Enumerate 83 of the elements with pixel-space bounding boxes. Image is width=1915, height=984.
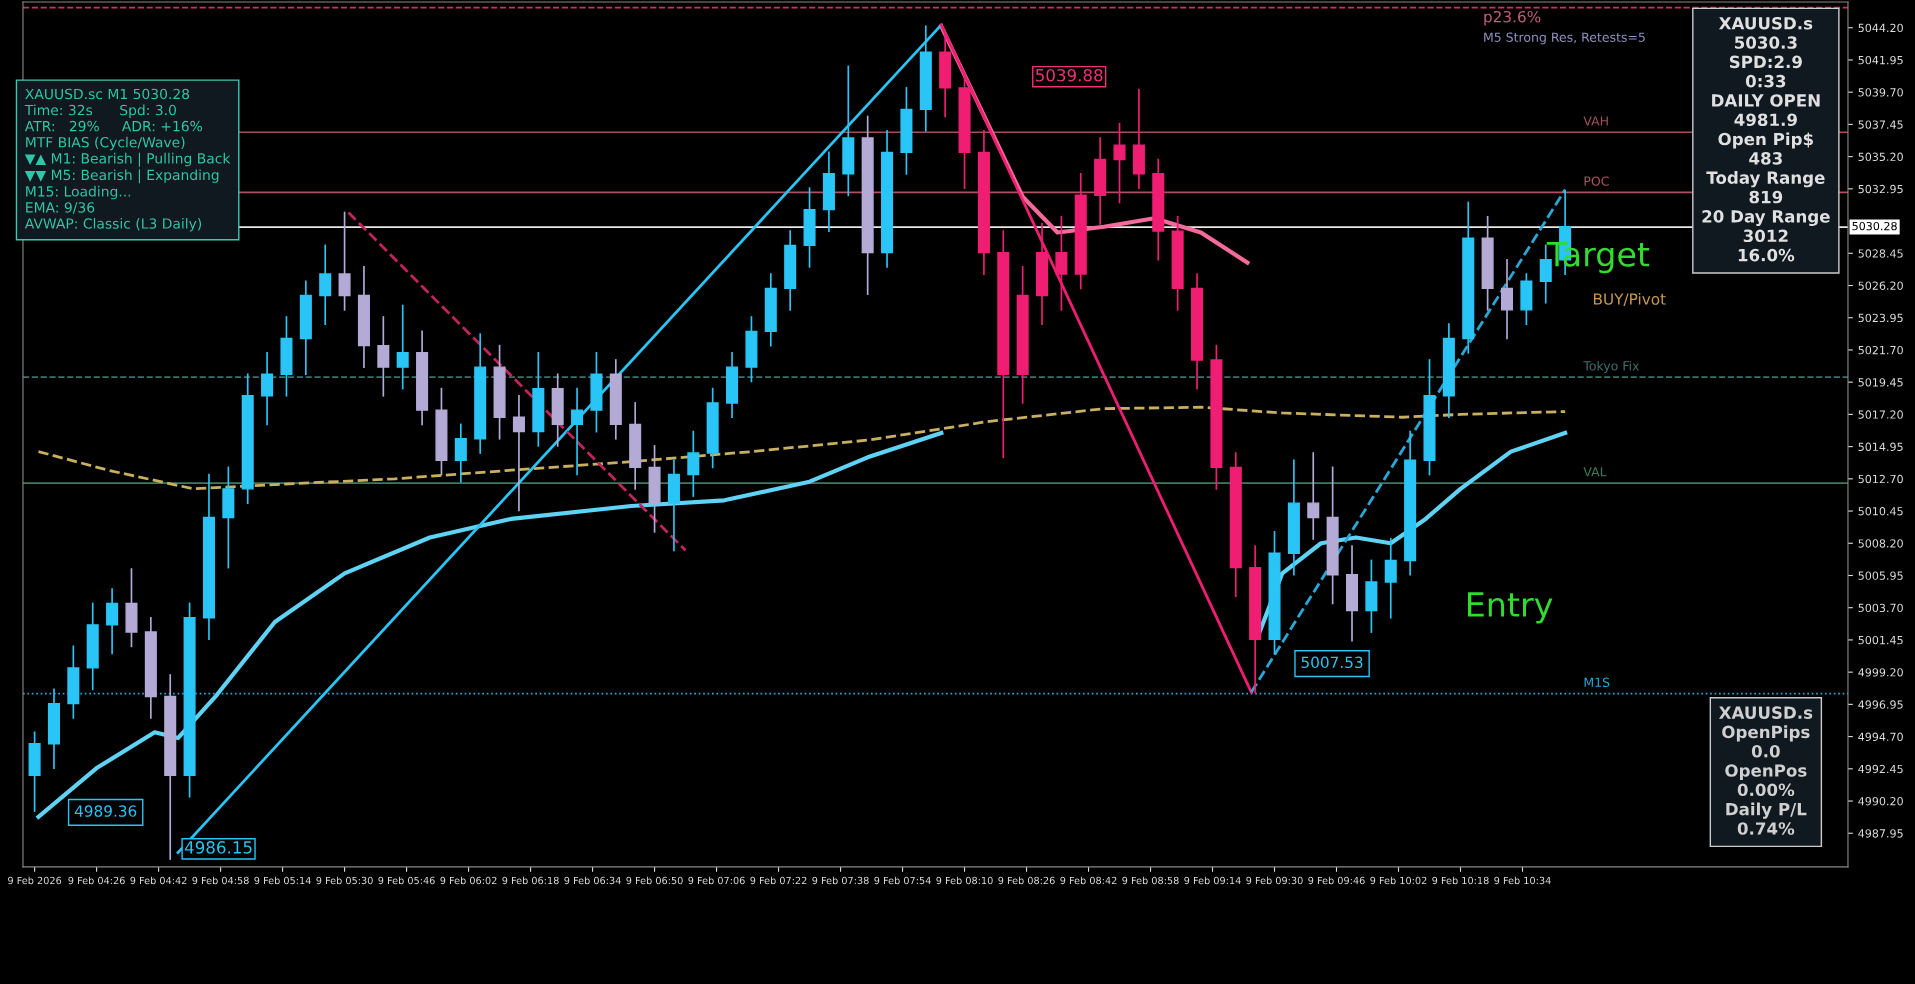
y-tick-label: 4990.20: [1858, 797, 1903, 806]
annotation: BUY/Pivot: [1593, 292, 1666, 306]
candlestick: [1113, 122, 1126, 204]
ref-line-label: VAL: [1583, 467, 1607, 477]
y-tick-label: 5010.45: [1858, 507, 1903, 516]
candlestick: [1055, 215, 1068, 311]
x-tick-label: 9 Feb 09:46: [1308, 876, 1365, 885]
line-series: [37, 405, 1567, 491]
annotation: M5 Strong Res, Retests=5: [1484, 32, 1645, 45]
x-tick-label: 9 Feb 07:22: [750, 876, 807, 885]
candlestick: [319, 244, 332, 326]
y-tick-label: 5026.20: [1858, 281, 1903, 290]
y-tick-label: 4994.70: [1858, 732, 1903, 741]
y-tick-label: 5003.70: [1858, 603, 1903, 613]
annotation: 5007.53: [1301, 656, 1363, 669]
annotation: Entry: [1468, 592, 1553, 624]
x-tick-label: 9 Feb 09:14: [1184, 876, 1241, 885]
annotation: 4986.15: [184, 841, 252, 854]
annotation: p23.6%: [1484, 10, 1541, 26]
x-tick-label: 9 Feb 06:34: [564, 876, 621, 885]
x-tick-label: 9 Feb 06:18: [502, 876, 559, 885]
x-tick-label: 9 Feb 05:46: [378, 876, 435, 885]
y-tick-label: 5044.20: [1858, 23, 1903, 33]
x-tick-label: 9 Feb 08:58: [1122, 876, 1179, 885]
candlestick: [396, 304, 409, 390]
annotation: 5039.88: [1036, 68, 1103, 82]
x-tick-label: 9 Feb 06:50: [626, 876, 683, 885]
y-tick-label: 5023.95: [1858, 313, 1903, 323]
candlestick: [261, 351, 274, 426]
x-tick-label: 9 Feb 04:26: [68, 876, 125, 885]
x-tick-label: 9 Feb 04:58: [192, 876, 249, 885]
x-tick-label: 9 Feb 2026: [8, 876, 62, 885]
annotation: XAUUSD.s OpenPips 0.0 OpenPos 0.00% Daily P/L 0.74%: [1718, 706, 1813, 835]
y-tick-label: 5028.45: [1858, 249, 1903, 258]
y-tick-label: 4996.95: [1858, 700, 1903, 709]
annotation: 4989.36: [74, 805, 137, 817]
candlestick: [1500, 258, 1514, 340]
candlestick: [512, 394, 525, 512]
y-tick-label: 5008.20: [1858, 539, 1903, 548]
y-tick-label: 5021.70: [1858, 345, 1903, 355]
y-tick-label: 5035.20: [1858, 152, 1903, 161]
y-tick-label: 5041.95: [1858, 55, 1903, 65]
y-tick-label: 5005.95: [1858, 571, 1903, 580]
x-tick-label: 9 Feb 05:30: [316, 876, 373, 885]
x-tick-label: 9 Feb 10:02: [1370, 876, 1427, 885]
candlestick: [377, 316, 390, 397]
y-tick-label: 5039.70: [1858, 88, 1903, 97]
candlestick: [1384, 538, 1397, 619]
x-tick-label: 9 Feb 09:30: [1246, 876, 1303, 885]
text: XAUUSD.s 5030.3 SPD:2.9 0:33 DAILY OPEN 4981.9 Open Pip$ 483 Today Range 819 20 Day Range 3012 16.0%: [1702, 16, 1830, 262]
x-tick-label: 9 Feb 08:10: [936, 876, 993, 885]
candlestick: [106, 588, 119, 655]
y-tick-label: 5037.45: [1858, 120, 1903, 129]
candlestick: [454, 423, 467, 483]
y-tick-label: 4992.45: [1858, 764, 1903, 774]
text: XAUUSD.sc M1 5030.28 Time: 32s Spd: 3.0 ATR: 29% ADR: +16% MTF BIAS (Cycle/Wave) ▼▲ M1: Bearish | Pulling Back ▼▼ M5: Bearish | Expanding M15: Loading... EMA: 9/36 AVWAP: Classic (L3 Daily): [24, 88, 231, 232]
ref-line-label: Tokyo Fix: [1583, 360, 1640, 373]
x-tick-label: 9 Feb 07:38: [812, 876, 869, 885]
y-tick-label: 5012.70: [1858, 474, 1903, 484]
x-tick-label: 9 Feb 08:26: [998, 876, 1055, 885]
candlestick: [571, 387, 584, 476]
y-tick-label: 4987.95: [1858, 829, 1903, 838]
x-tick-label: 9 Feb 05:14: [254, 876, 311, 885]
ref-line-label: VAH: [1583, 116, 1608, 126]
x-tick-label: 9 Feb 10:34: [1494, 876, 1551, 885]
y-tick-label: 5001.45: [1858, 635, 1903, 645]
y-tick-label: 4999.20: [1858, 668, 1903, 677]
x-tick-label: 9 Feb 07:06: [688, 876, 745, 885]
ref-line-label: POC: [1584, 176, 1609, 186]
y-tick-label: 5014.95: [1858, 442, 1903, 451]
candlestick: [1307, 452, 1320, 540]
candlestick: [687, 430, 700, 497]
x-tick-label: 9 Feb 08:42: [1060, 876, 1117, 885]
candlestick: [338, 211, 351, 311]
y-tick-label: 5017.20: [1858, 410, 1903, 419]
y-tick-label: 5032.95: [1858, 184, 1903, 194]
x-tick-label: 9 Feb 04:42: [130, 876, 187, 885]
ref-line-label: 5030.28: [1852, 221, 1897, 231]
x-tick-label: 9 Feb 06:02: [440, 876, 497, 885]
x-tick-label: 9 Feb 10:18: [1432, 876, 1489, 885]
y-tick-label: 5019.45: [1858, 378, 1903, 387]
x-tick-label: 9 Feb 07:54: [874, 876, 931, 885]
ref-line-label: M1S: [1584, 677, 1610, 688]
